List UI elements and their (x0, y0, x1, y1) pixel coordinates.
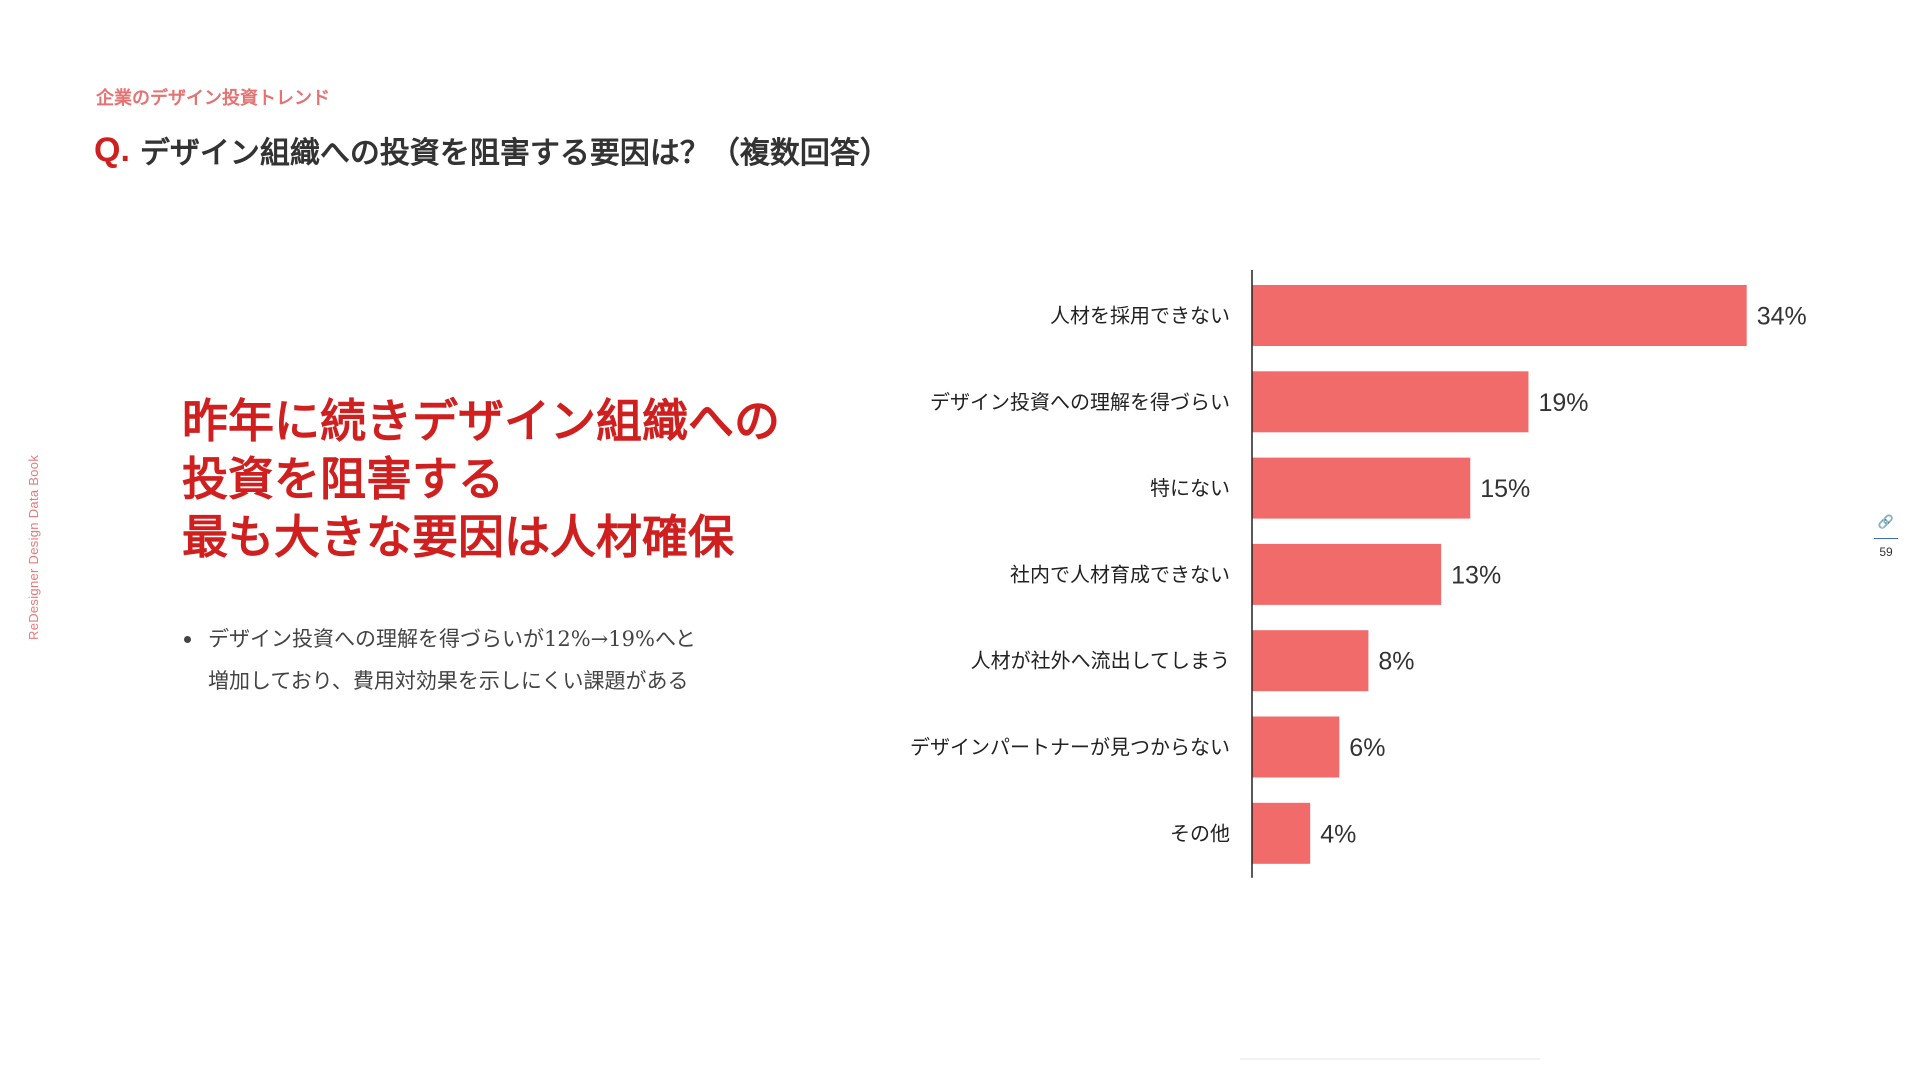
question-text: デザイン組織への投資を阻害する要因は？（複数回答） (139, 136, 890, 171)
value-label-0: 34% (1757, 303, 1807, 331)
page-number: 59 (1879, 545, 1893, 559)
bar-chart-svg: 人材を採用できない 34% デザイン投資への理解を得づらい 19% 特にない 15% 社内で… (910, 270, 1807, 878)
bar-chart: 人材を採用できない 34% デザイン投資への理解を得づらい 19% 特にない 15% 社内で… (880, 260, 1840, 900)
question-title: Q. デザイン組織への投資を阻害する要因は？（複数回答） (94, 128, 890, 172)
bullet-item: デザイン投資への理解を得づらいが12%→19%へと 増加しており、費用対効果を示… (182, 618, 802, 702)
bullet-line-1: デザイン投資への理解を得づらいが12%→19%へと (208, 627, 696, 651)
bar-4 (1252, 630, 1369, 692)
headline-line-2: 投資を阻害する (182, 452, 504, 506)
link-icon[interactable]: 🔗 (1877, 515, 1895, 530)
value-label-1: 19% (1538, 389, 1588, 417)
value-label-2: 15% (1480, 475, 1530, 503)
value-label-4: 8% (1378, 648, 1414, 676)
category-label-5: デザインパートナーが見つからない (910, 735, 1230, 759)
side-label: ReDesigner Design Data Book (26, 454, 41, 640)
category-label-1: デザイン投資への理解を得づらい (930, 390, 1230, 414)
page-indicator[interactable]: 🔗 59 (1872, 516, 1900, 559)
bar-3 (1252, 543, 1442, 605)
headline-line-3: 最も大きな要因は人材確保 (182, 510, 734, 564)
question-mark: Q. (94, 130, 130, 169)
bar-2 (1252, 457, 1471, 519)
category-label: 企業のデザイン投資トレンド (96, 88, 330, 109)
bar-1 (1252, 371, 1529, 433)
value-label-6: 4% (1320, 820, 1356, 848)
bullet-line-2: 増加しており、費用対効果を示しにくい課題がある (208, 669, 689, 693)
bullet-list: デザイン投資への理解を得づらいが12%→19%へと 増加しており、費用対効果を示… (182, 618, 802, 702)
headline: 昨年に続きデザイン組織への 投資を阻害する 最も大きな要因は人材確保 (182, 392, 780, 566)
bar-6 (1252, 802, 1311, 864)
category-label-2: 特にない (1150, 476, 1230, 500)
category-label-0: 人材を採用できない (1050, 304, 1230, 328)
value-label-3: 13% (1451, 561, 1501, 589)
bar-0 (1252, 285, 1747, 346)
page-divider (1874, 538, 1898, 539)
bottom-rule (1240, 1058, 1540, 1060)
category-label-4: 人材が社外へ流出してしまう (971, 649, 1230, 673)
category-label-6: その他 (1170, 821, 1230, 845)
bar-5 (1252, 716, 1340, 778)
category-label-3: 社内で人材育成できない (1010, 562, 1230, 586)
value-label-5: 6% (1349, 734, 1385, 762)
headline-line-1: 昨年に続きデザイン組織への (182, 394, 780, 448)
